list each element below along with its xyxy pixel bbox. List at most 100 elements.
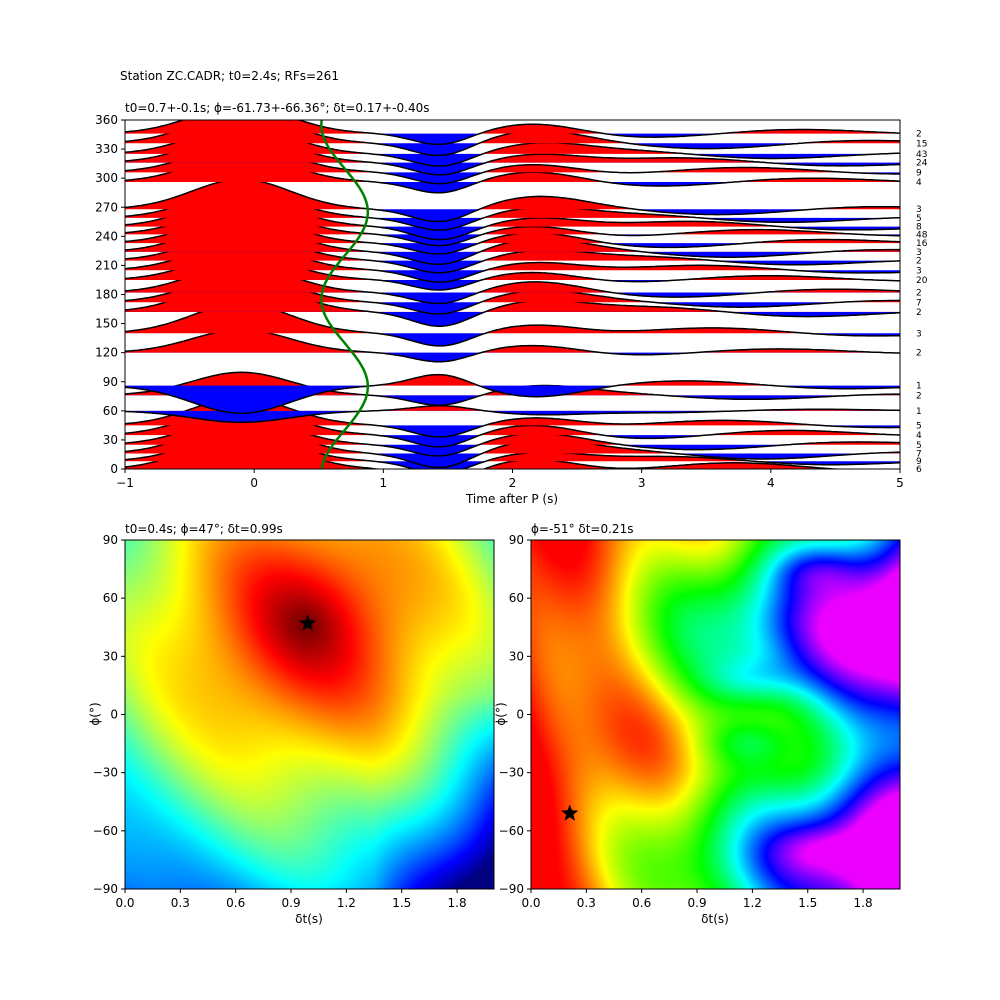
heatmap-right: ϕ=-51° δt=0.21s 0.0 0.3 0.6 0.9 1.2 1.5 1.8 −90… — [494, 522, 901, 926]
heatmap-right-xlabel: δt(s) — [701, 912, 729, 926]
heatmap-left-axes: 0.0 0.3 0.6 0.9 1.2 1.5 1.8 −90 −60 −30 0 30 60 90 — [93, 533, 467, 910]
heatmap-right-subtitle: ϕ=-51° δt=0.21s — [531, 522, 633, 536]
y-tick-label: 30 — [103, 433, 118, 447]
rf-traces — [125, 120, 900, 469]
y-tick-label: 330 — [95, 142, 118, 156]
trace-fill-negative — [125, 143, 900, 156]
x-tick-label: 0.0 — [115, 896, 134, 910]
x-tick-label: −1 — [116, 476, 134, 490]
trace-fill-positive — [125, 405, 900, 436]
trace-count-label: 4 — [916, 431, 922, 441]
x-tick-label: 0.9 — [282, 896, 301, 910]
y-tick-label: 210 — [95, 258, 118, 272]
trace-fill-negative — [125, 461, 900, 469]
y-tick-label: −60 — [93, 824, 118, 838]
y-tick-label: 60 — [103, 404, 118, 418]
trace-fill-negative — [125, 292, 900, 304]
trace-fill-positive — [125, 190, 900, 218]
trace-fill-negative — [125, 302, 900, 314]
trace-count-label: 48 — [916, 230, 928, 240]
trace-fill-positive — [125, 274, 900, 303]
y-tick-label: 0 — [110, 462, 118, 476]
y-tick-label: 120 — [95, 346, 118, 360]
y-tick-label: 270 — [95, 200, 118, 214]
trace-count-label: 6 — [916, 465, 922, 475]
y-tick-label: 0 — [110, 708, 118, 722]
y-tick-label: 360 — [95, 113, 118, 127]
y-tick-label: −60 — [499, 824, 524, 838]
trace-fill-positive — [125, 126, 900, 154]
trace-fill-negative — [125, 453, 900, 468]
trace-count-label: 43 — [916, 150, 927, 160]
rf-subtitle: t0=0.7+-0.1s; ϕ=-61.73+-66.36°; δt=0.17+… — [125, 101, 429, 115]
rf-xlabel: Time after P (s) — [465, 492, 558, 506]
trace-count-label: 8 — [916, 223, 922, 233]
y-tick-label: −30 — [93, 766, 118, 780]
trace-count-label: 2 — [916, 349, 922, 359]
trace-fill-positive — [125, 233, 900, 261]
y-tick-label: 180 — [95, 288, 118, 302]
trace-count-label: 3 — [916, 248, 922, 258]
trace-count-label: 1 — [916, 407, 922, 417]
heatmap-left-canvas — [125, 540, 494, 889]
green-curve — [320, 120, 370, 469]
y-tick-label: 90 — [103, 375, 118, 389]
trace-count-label: 2 — [916, 391, 922, 401]
y-tick-label: 30 — [103, 649, 118, 663]
trace-fill-positive — [125, 206, 900, 235]
trace-fill-negative — [125, 251, 900, 265]
trace-count-label: 20 — [916, 276, 928, 286]
trace-fill-positive — [125, 417, 900, 445]
trace-fill-positive — [125, 120, 900, 134]
trace-line — [125, 373, 900, 414]
trace-fill-positive — [125, 303, 900, 334]
x-tick-label: 3 — [638, 476, 646, 490]
y-tick-label: 90 — [509, 533, 524, 547]
trace-fill-positive — [125, 397, 900, 426]
trace-fill-negative — [125, 209, 900, 222]
y-tick-label: 150 — [95, 317, 118, 331]
trace-line — [125, 405, 900, 424]
y-tick-label: 90 — [103, 533, 118, 547]
x-tick-label: 0.3 — [171, 896, 190, 910]
trace-count-label: 2 — [916, 257, 922, 267]
trace-fill-negative — [125, 385, 900, 414]
y-tick-label: −90 — [93, 882, 118, 896]
best-fit-star-right — [561, 804, 579, 821]
trace-fill-positive — [125, 254, 900, 280]
trace-count-label: 7 — [916, 449, 922, 459]
best-fit-star-left — [299, 614, 317, 631]
trace-count-label: 2 — [916, 289, 922, 299]
rf-axes: −1 0 1 2 3 4 503060901201501802102402703003303… — [95, 113, 904, 490]
trace-fill-positive — [125, 179, 900, 210]
trace-count-label: 3 — [916, 266, 922, 276]
y-tick-label: 300 — [95, 171, 118, 185]
heatmap-left-ylabel: ϕ(°) — [88, 702, 102, 725]
trace-line — [125, 120, 900, 146]
trace-fill-negative — [125, 444, 900, 456]
trace-fill-negative — [125, 226, 900, 240]
trace-fill-positive — [125, 154, 900, 183]
trace-count-label: 3 — [916, 329, 922, 339]
trace-fill-positive — [125, 279, 900, 312]
x-tick-label: 1.8 — [854, 896, 873, 910]
trace-fill-negative — [125, 352, 900, 362]
x-tick-label: 2 — [509, 476, 517, 490]
trace-fill-positive — [125, 405, 900, 411]
trace-count-label: 9 — [916, 168, 922, 178]
trace-count-label: 7 — [916, 298, 922, 308]
x-tick-label: 0.3 — [577, 896, 596, 910]
y-tick-label: −30 — [499, 766, 524, 780]
y-tick-label: 60 — [509, 591, 524, 605]
y-tick-label: −90 — [499, 882, 524, 896]
trace-fill-positive — [125, 265, 900, 293]
x-tick-label: 1.8 — [448, 896, 467, 910]
trace-fill-positive — [125, 242, 900, 271]
trace-fill-negative — [125, 153, 900, 166]
trace-count-label: 3 — [916, 205, 922, 215]
trace-count-label: 5 — [916, 441, 922, 451]
x-tick-label: 4 — [767, 476, 775, 490]
trace-fill-positive — [125, 421, 900, 454]
trace-count-label: 16 — [916, 239, 928, 249]
